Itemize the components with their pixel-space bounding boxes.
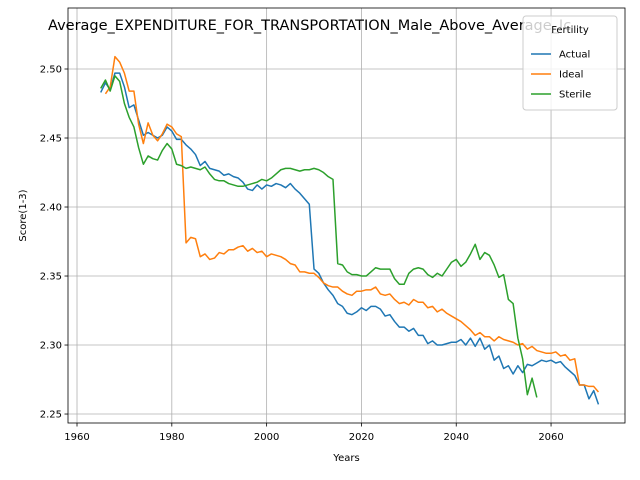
y-tick-label: 2.25	[40, 410, 62, 421]
y-tick-label: 2.50	[40, 65, 62, 76]
y-tick-label: 2.35	[40, 272, 62, 283]
x-axis-label: Years	[332, 453, 359, 464]
y-tick-label: 2.40	[40, 203, 62, 214]
chart-title: Average_EXPENDITURE_FOR_TRANSPORTATION_M…	[48, 18, 571, 34]
x-tick-label: 2040	[444, 432, 469, 443]
y-tick-label: 2.45	[40, 134, 62, 145]
legend-title: Fertility	[551, 25, 589, 36]
x-tick-label: 2000	[254, 432, 279, 443]
grid	[68, 8, 625, 423]
legend-box	[522, 15, 618, 111]
y-tick-label: 2.30	[40, 341, 62, 352]
y-axis-label: Score(1-3)	[18, 189, 29, 241]
series-line	[100, 75, 538, 398]
x-tick-label: 1980	[159, 432, 184, 443]
plot-frame	[67, 7, 626, 424]
x-tick-label: 1960	[64, 432, 89, 443]
x-tick-label: 2060	[538, 432, 563, 443]
legend-label: Ideal	[559, 70, 583, 81]
lines	[100, 55, 600, 405]
ticks: 1960 1980 2000 2020 2040 2060 2.25 2.30 2.35 2.40…	[40, 65, 564, 443]
legend: Fertility Actual Ideal Sterile	[522, 15, 618, 111]
legend-label: Sterile	[559, 90, 591, 101]
series-line	[104, 55, 600, 393]
legend-label: Actual	[559, 50, 590, 61]
series-line	[100, 72, 600, 405]
x-tick-label: 2020	[349, 432, 374, 443]
